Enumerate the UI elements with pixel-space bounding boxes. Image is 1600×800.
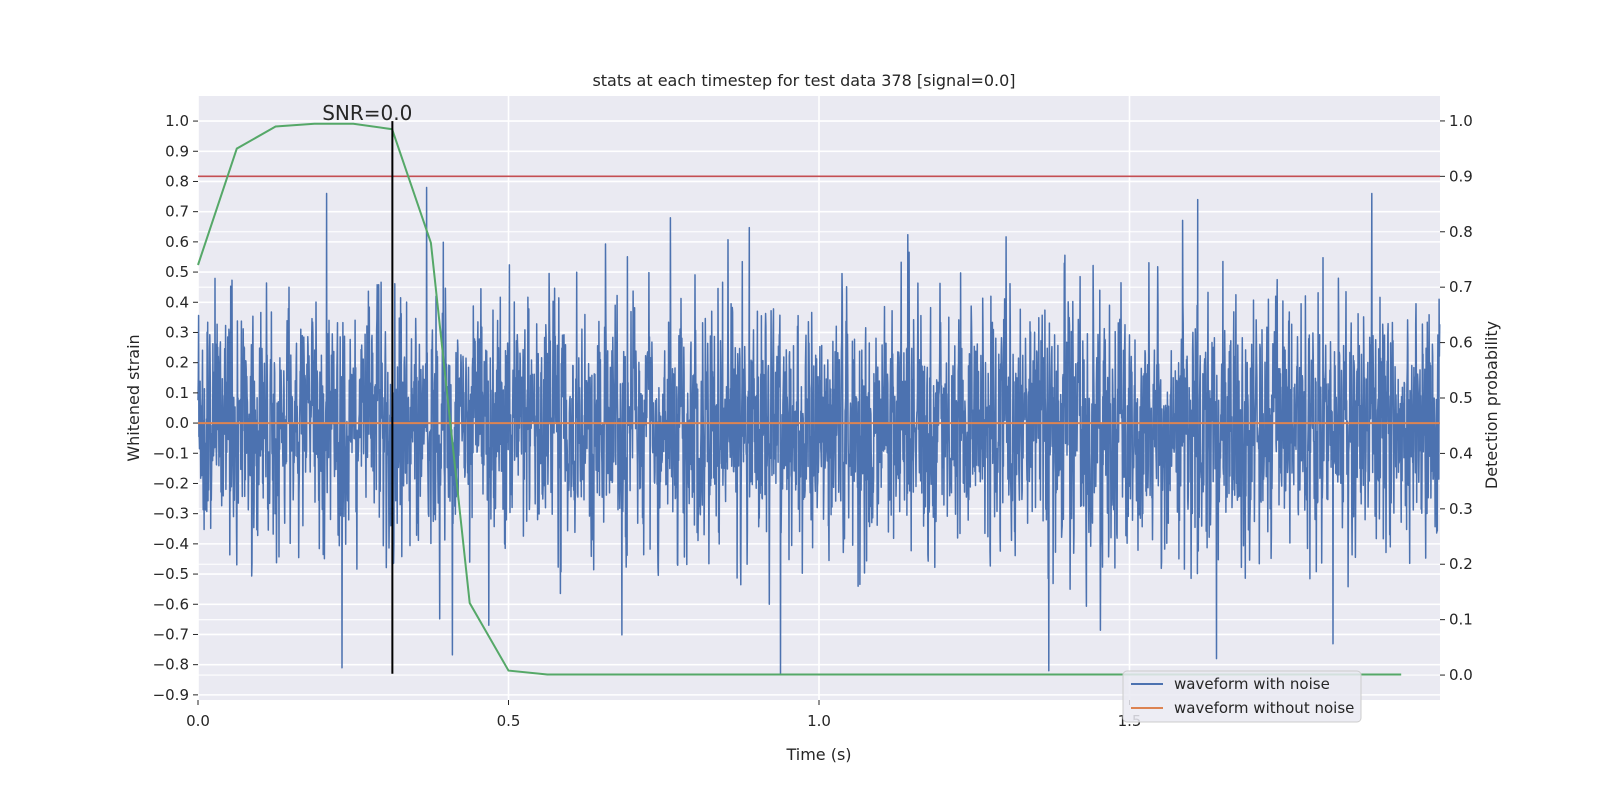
y-tick-label: 0.0 (165, 414, 189, 432)
x-tick-label: 0.0 (186, 712, 210, 730)
x-tick-label: 1.0 (807, 712, 831, 730)
y-tick-label: 0.6 (165, 233, 189, 251)
y-tick-label: 1.0 (165, 112, 189, 130)
x-tick-label: 0.5 (497, 712, 521, 730)
legend-label-clean: waveform without noise (1174, 699, 1354, 717)
legend-box (1122, 670, 1362, 723)
y-tick-label: −0.3 (153, 505, 189, 523)
y-tick-label: 0.4 (165, 293, 189, 311)
legend: waveform with noise waveform without noi… (1122, 670, 1362, 723)
y-tick-label: −0.6 (153, 595, 189, 613)
y2-tick-label: 1.0 (1449, 112, 1473, 130)
y-tick-label: −0.7 (153, 625, 189, 643)
y-tick-label: 0.3 (165, 323, 189, 341)
y2-tick-label: 0.5 (1449, 389, 1473, 407)
y-tick-label: 0.1 (165, 384, 189, 402)
y2-tick-label: 0.9 (1449, 167, 1473, 185)
snr-annotation: SNR=0.0 (322, 101, 412, 125)
axes: 0.00.51.01.51.00.90.80.70.60.50.40.30.20… (153, 112, 1473, 730)
y2-tick-label: 0.8 (1449, 223, 1473, 241)
y-axis-label: Whitened strain (124, 334, 143, 461)
y-tick-label: −0.9 (153, 686, 189, 704)
y2-tick-label: 0.3 (1449, 500, 1473, 518)
y-tick-label: −0.8 (153, 656, 189, 674)
x-axis-label: Time (s) (785, 745, 851, 764)
y-tick-label: 0.9 (165, 142, 189, 160)
y-tick-label: −0.4 (153, 535, 189, 553)
legend-label-noise: waveform with noise (1174, 675, 1330, 693)
series-waveform-with-noise (197, 186, 1441, 675)
y2-tick-label: 0.4 (1449, 444, 1473, 462)
chart-title: stats at each timestep for test data 378… (592, 71, 1015, 90)
y-tick-label: 0.7 (165, 203, 189, 221)
y2-tick-label: 0.6 (1449, 334, 1473, 352)
y-tick-label: 0.8 (165, 172, 189, 190)
y-tick-label: −0.1 (153, 444, 189, 462)
y-tick-label: 0.5 (165, 263, 189, 281)
y2-tick-label: 0.2 (1449, 555, 1473, 573)
y2-tick-label: 0.0 (1449, 666, 1473, 684)
y2-tick-label: 0.1 (1449, 611, 1473, 629)
y-tick-label: −0.5 (153, 565, 189, 583)
y2-tick-label: 0.7 (1449, 278, 1473, 296)
y-tick-label: 0.2 (165, 354, 189, 372)
y-tick-label: −0.2 (153, 474, 189, 492)
y2-axis-label: Detection probability (1482, 321, 1501, 489)
